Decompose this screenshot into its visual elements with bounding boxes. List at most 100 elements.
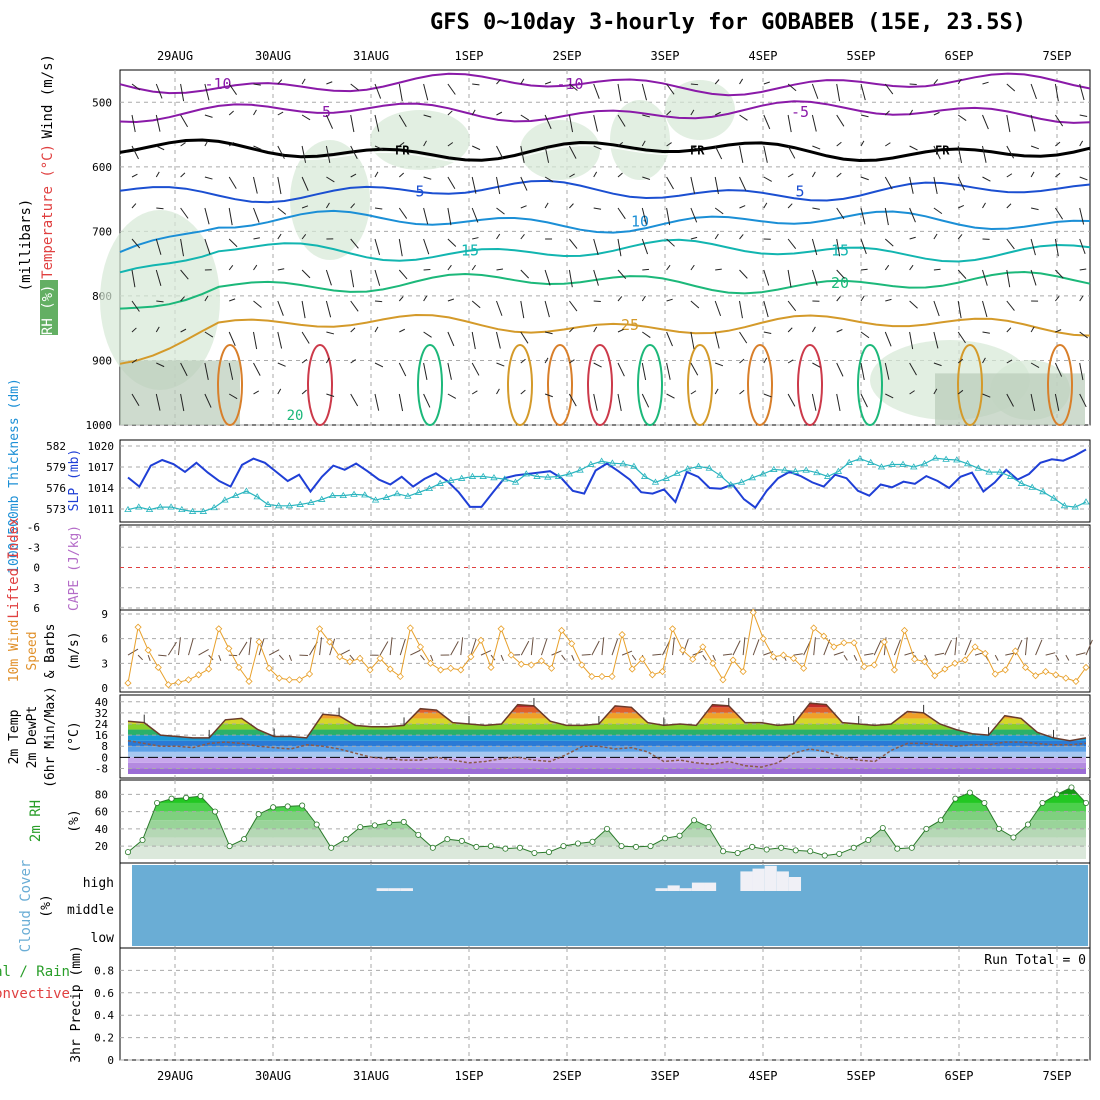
wind-barb [885, 142, 891, 147]
wind-barb [811, 269, 818, 286]
wind-barb [228, 393, 238, 400]
thickness-marker [307, 498, 315, 506]
wind-barb [787, 203, 793, 209]
wind-speed-marker [1042, 667, 1050, 676]
thickness-marker [716, 471, 724, 478]
thickness-marker [630, 462, 638, 469]
wind-barb [642, 114, 650, 118]
wind-speed-marker [961, 656, 969, 664]
wind-barb [933, 207, 943, 215]
wind-barb [860, 331, 870, 339]
wind-speed-marker [981, 649, 989, 658]
wind-barb [1030, 207, 1039, 211]
wind-barb [325, 114, 334, 129]
wind-barb [131, 145, 139, 160]
thickness-marker [522, 470, 530, 477]
wind-barb [204, 295, 209, 302]
wind-barb [496, 388, 500, 395]
wind-barb [1075, 652, 1086, 656]
rh-marker [952, 795, 959, 802]
wind-barb [374, 326, 379, 333]
temp-line [127, 702, 1087, 742]
wind-barb [933, 362, 942, 367]
thickness-marker [382, 493, 391, 500]
rh-marker [154, 799, 161, 806]
wind-speed-marker [729, 656, 737, 664]
wind-barb [423, 238, 430, 255]
wind-barb [811, 238, 818, 256]
bottom-date-label: 6SEP [945, 1069, 974, 1083]
wind-barb [617, 362, 625, 377]
rh-marker [197, 793, 204, 800]
thickness-marker [393, 489, 401, 497]
thickness-marker [156, 503, 164, 510]
wind-barb [350, 114, 355, 133]
wind-speed-marker [931, 672, 939, 680]
thickness-marker [662, 474, 670, 481]
thickness-marker [931, 454, 940, 461]
wind-barb [933, 145, 941, 160]
wind-barb [617, 141, 624, 147]
wind-barb [715, 268, 722, 271]
wind-barb [447, 142, 454, 147]
rh-marker [676, 832, 683, 839]
wind-speed-marker [810, 624, 818, 632]
wind-barb [253, 176, 258, 194]
wind-barb [301, 300, 306, 319]
wind-barb [277, 388, 282, 395]
wind-barb [156, 300, 164, 303]
wind-speed-marker [457, 666, 465, 674]
wind-speed-marker [880, 638, 888, 646]
thickness-marker [1006, 472, 1015, 479]
wind-barb [1055, 296, 1060, 302]
thickness-marker [447, 476, 455, 483]
wind-barb [218, 654, 222, 662]
wind-barb [714, 388, 719, 395]
wind-barb [763, 269, 770, 286]
wind-barb [884, 176, 893, 190]
thickness-marker [877, 463, 886, 470]
wind-barb [204, 140, 209, 147]
wind-barb [326, 81, 333, 85]
wind-barb [374, 145, 384, 150]
wind-barb [666, 298, 673, 302]
wind-speed-marker [568, 640, 576, 648]
temp-tick-label: 0 [101, 751, 108, 764]
wind-barb [374, 83, 382, 99]
temp-color-band [128, 768, 1086, 774]
wind-barb [544, 81, 552, 85]
wind-barb [714, 79, 720, 85]
wind-barb [350, 269, 355, 288]
wind-barb [253, 300, 262, 308]
wind-barb [884, 110, 890, 116]
wind-barb [836, 362, 844, 377]
isotherm-label: 10 [631, 213, 649, 231]
wind-barb [430, 654, 434, 661]
high-cloud-bar [740, 871, 753, 891]
wind-speed-marker [235, 663, 243, 672]
wind-speed-marker [830, 643, 838, 651]
wind-barb [739, 145, 744, 163]
lifted-index-tick-label: 6 [33, 602, 40, 615]
wind-barb [399, 142, 405, 147]
wind-speed-marker [477, 636, 485, 644]
rh-marker [574, 840, 581, 847]
wind-speed-marker [759, 635, 767, 643]
wind-barb [544, 393, 553, 398]
wind-barb [1030, 326, 1035, 333]
precip-tick-label: 0.2 [94, 1032, 114, 1045]
wind-barb [836, 172, 842, 178]
wind-tick-label: 6 [101, 633, 108, 646]
wind-speed-marker [416, 643, 425, 651]
wind-barb [329, 638, 336, 656]
wind-barb [893, 639, 901, 656]
rh-marker [400, 818, 407, 825]
wind-speed-marker [638, 655, 646, 663]
wind-barb [325, 357, 330, 364]
wind-barb [787, 269, 792, 288]
thickness-tick-label: 576 [46, 482, 66, 495]
wind-barb [982, 114, 989, 130]
thickness-marker [253, 493, 261, 500]
wind-barb [544, 331, 553, 335]
wind-barb [544, 269, 551, 286]
